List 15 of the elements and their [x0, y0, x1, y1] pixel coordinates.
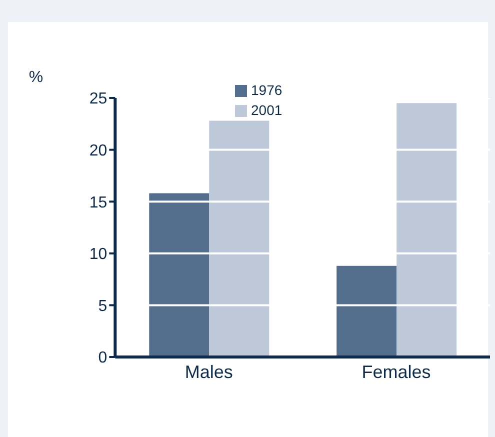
y-tick-label: 15 — [89, 194, 108, 212]
bar — [209, 120, 270, 357]
y-tick-label: 25 — [89, 90, 108, 108]
x-tick-label: Females — [362, 362, 431, 382]
y-axis-title: % — [28, 69, 44, 86]
bar — [336, 266, 397, 357]
x-tick-label: Males — [184, 362, 233, 382]
y-tick-label: 10 — [89, 246, 108, 264]
legend-label: 1976 — [251, 82, 282, 98]
y-tick-label: 0 — [98, 350, 108, 367]
bar — [396, 103, 457, 357]
legend-label: 2001 — [251, 102, 282, 118]
y-tick-label: 5 — [98, 298, 108, 315]
bar — [149, 193, 210, 357]
y-tick-label: 20 — [89, 142, 108, 160]
